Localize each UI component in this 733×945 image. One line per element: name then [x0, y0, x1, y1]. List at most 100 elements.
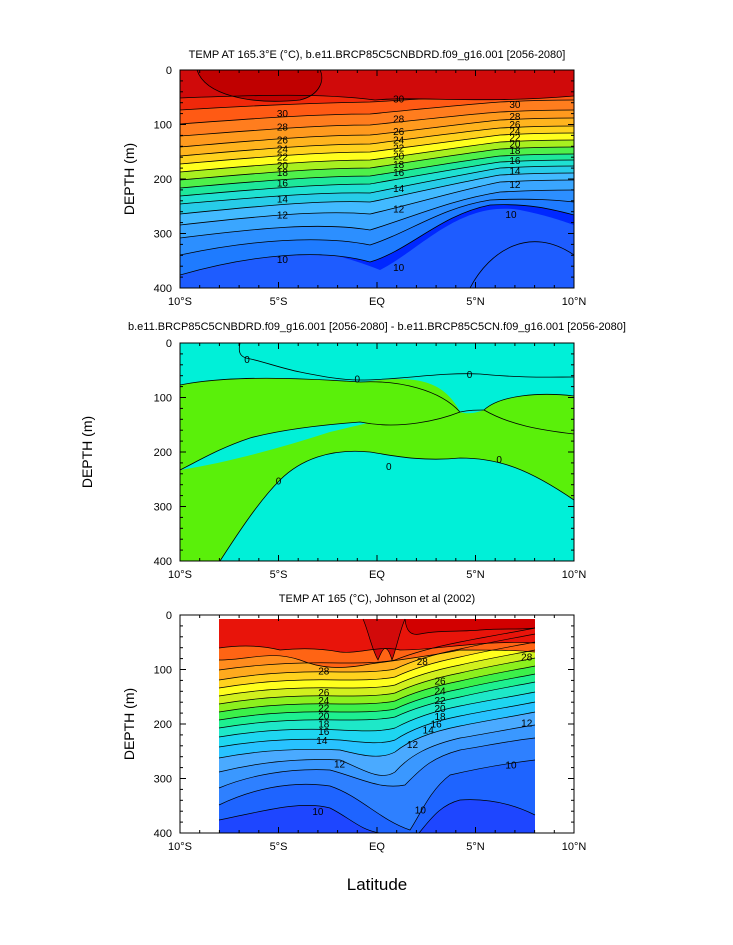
panel3-contour-label: 12 — [334, 759, 346, 770]
panel3-contour-label: 14 — [316, 736, 328, 747]
panel1-contour-label: 18 — [277, 168, 289, 179]
panel3-contour-label: 16 — [431, 720, 443, 731]
panel1-contour-label: 14 — [509, 166, 521, 177]
panel1-contour-label: 24 — [509, 127, 521, 138]
panel1-contour-label: 10 — [393, 263, 405, 274]
panel3-ytick-label: 100 — [154, 665, 172, 677]
panel3-contour-label: 22 — [318, 704, 330, 715]
panel2-contour-label: 0 — [386, 462, 392, 473]
panel3-xtick-label: 5°S — [270, 841, 288, 853]
panel1-contour-label: 30 — [393, 94, 405, 105]
panel1-contour-label: 20 — [393, 152, 405, 163]
panel1-ytick-label: 200 — [154, 174, 172, 186]
panel3-contour-label: 16 — [318, 727, 330, 738]
panel3-contour-label: 14 — [423, 725, 435, 736]
panel1-contour-label: 22 — [393, 143, 405, 154]
panel3-ytick-label: 300 — [154, 774, 172, 786]
panel3-ylabel: DEPTH (m) — [121, 688, 137, 760]
panel1-title: TEMP AT 165.3°E (°C), b.e11.BRCP85C5CNBD… — [189, 49, 566, 61]
panel1-contour-label: 16 — [393, 168, 405, 179]
panel1-ylabel: DEPTH (m) — [121, 143, 137, 215]
panel3-contour-label: 26 — [434, 676, 446, 687]
panel2-xtick-label: 10°S — [168, 569, 192, 581]
panel2-xtick-label: EQ — [369, 569, 385, 581]
panel1-contour-label: 28 — [277, 123, 289, 134]
panel3-contour-label: 22 — [434, 696, 446, 707]
panel1-xtick-label: 5°S — [270, 296, 288, 308]
panel1-contour-label: 26 — [393, 127, 405, 138]
panel1-xtick-label: EQ — [369, 296, 385, 308]
panel1-contour-label: 22 — [277, 153, 289, 164]
panel1-contour-label: 14 — [393, 184, 405, 195]
panel2-ytick-label: 200 — [154, 447, 172, 459]
panel3-contour-label: 18 — [434, 712, 446, 723]
panel2-contour-label: 0 — [355, 374, 361, 385]
panel1-contour-label: 24 — [393, 135, 405, 146]
panel1-contour-label: 16 — [509, 156, 521, 167]
panel3-contour-label: 28 — [417, 657, 429, 668]
panel1-contour-label: 30 — [277, 109, 289, 120]
panel2-ytick-label: 100 — [154, 393, 172, 405]
panel2-title: b.e11.BRCP85C5CNBDRD.f09_g16.001 [2056-2… — [128, 321, 626, 333]
panel1-ytick-label: 300 — [154, 229, 172, 241]
panel2-contour-field: 0 0 0 0 0 0 — [180, 343, 574, 561]
panel1-contour-label: 20 — [509, 140, 521, 151]
panel1-contour-label: 10 — [277, 255, 289, 266]
panel2-xtick-label: 5°S — [270, 569, 288, 581]
panel1-contour-label: 24 — [277, 145, 289, 156]
panel2-ytick-label: 300 — [154, 502, 172, 514]
panel2-contour-label: 0 — [276, 476, 282, 487]
panel1-contour-label: 30 — [509, 100, 521, 111]
panel2-xtick-label: 5°N — [466, 569, 485, 581]
panel2-ytick-label: 0 — [166, 338, 172, 350]
panel3-ytick-label: 0 — [166, 610, 172, 622]
panel3-title: TEMP AT 165 (°C), Johnson et al (2002) — [279, 593, 475, 605]
panel3-xtick-label: 10°N — [562, 841, 587, 853]
panel1-contour-label: 28 — [509, 112, 521, 123]
panel3-contour-label: 28 — [318, 667, 330, 678]
panel3-contour-label: 24 — [318, 696, 330, 707]
panel1-ytick-label: 0 — [166, 65, 172, 77]
panel1-xtick-label: 10°N — [562, 296, 587, 308]
panel1-ytick-label: 100 — [154, 120, 172, 132]
panel1-ytick-label: 400 — [154, 283, 172, 295]
panel3-xtick-label: 5°N — [466, 841, 485, 853]
panel2-contour-label: 0 — [496, 455, 502, 466]
panel1-contour-label: 26 — [277, 135, 289, 146]
panel2-ytick-label: 400 — [154, 556, 172, 568]
panel3-contour-label: 28 — [521, 652, 533, 663]
panel3-ytick-label: 400 — [154, 828, 172, 840]
panel1-xtick-label: 10°S — [168, 296, 192, 308]
panel1-contour-label: 18 — [393, 160, 405, 171]
panel3-ytick-label: 200 — [154, 719, 172, 731]
panel1-contour-label: 10 — [505, 210, 517, 221]
panel1-contour-label: 12 — [509, 180, 521, 191]
panel2-xtick-label: 10°N — [562, 569, 587, 581]
panel1-contour-label: 22 — [509, 133, 521, 144]
panel3-contour-label: 12 — [407, 740, 419, 751]
panel3-xtick-label: EQ — [369, 841, 385, 853]
panel2-contour-label: 0 — [244, 355, 250, 366]
panel3-contour-label: 20 — [318, 711, 330, 722]
panel3-contour-label: 10 — [505, 760, 517, 771]
panel1-contour-label: 26 — [509, 120, 521, 131]
panel3-contour-label: 18 — [318, 720, 330, 731]
panel1-contour-label: 12 — [277, 210, 289, 221]
panel3-contour-label: 12 — [521, 718, 533, 729]
panel2-ylabel: DEPTH (m) — [79, 416, 95, 488]
panel1-contour-label: 12 — [393, 204, 405, 215]
x-axis-title: Latitude — [347, 875, 408, 894]
panel3-contour-label: 10 — [415, 806, 427, 817]
panel3-contour-label: 20 — [434, 704, 446, 715]
panel1-contour-label: 20 — [277, 161, 289, 172]
panel1-xtick-label: 5°N — [466, 296, 485, 308]
panel3-contour-label: 24 — [434, 686, 446, 697]
panel1-contour-label: 16 — [277, 178, 289, 189]
panel3-contour-label: 10 — [312, 807, 324, 818]
panel3-contour-label: 26 — [318, 688, 330, 699]
panel1-contour-label: 18 — [509, 146, 521, 157]
panel3-xtick-label: 10°S — [168, 841, 192, 853]
